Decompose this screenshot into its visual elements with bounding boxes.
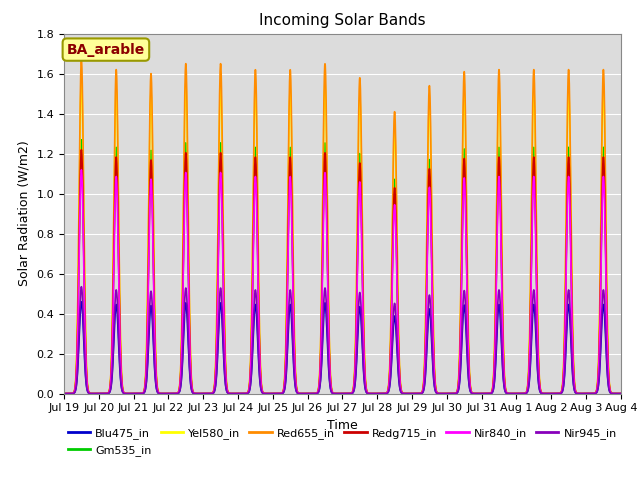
Nir840_in bbox=[60, 391, 68, 396]
Blu475_in bbox=[77, 299, 85, 305]
Line: Nir945_in: Nir945_in bbox=[64, 287, 621, 394]
Nir945_in bbox=[532, 322, 540, 328]
Nir945_in bbox=[463, 341, 471, 347]
Yel580_in bbox=[532, 190, 540, 195]
Yel580_in bbox=[611, 391, 618, 396]
Blu475_in bbox=[611, 391, 618, 396]
Redg715_in bbox=[414, 391, 422, 396]
Blu475_in bbox=[617, 391, 625, 396]
Gm535_in bbox=[463, 273, 471, 279]
Red655_in bbox=[617, 391, 625, 396]
Gm535_in bbox=[60, 391, 68, 396]
Red655_in bbox=[463, 236, 471, 241]
Nir840_in bbox=[499, 323, 506, 328]
Red655_in bbox=[499, 289, 506, 295]
Red655_in bbox=[414, 391, 422, 396]
Redg715_in bbox=[60, 391, 68, 396]
Yel580_in bbox=[77, 77, 85, 83]
Redg715_in bbox=[532, 235, 540, 240]
Yel580_in bbox=[463, 245, 471, 251]
Redg715_in bbox=[617, 391, 625, 396]
Nir840_in bbox=[414, 391, 422, 396]
Yel580_in bbox=[414, 391, 422, 396]
Blu475_in bbox=[60, 391, 68, 396]
Nir945_in bbox=[414, 391, 422, 396]
Red655_in bbox=[60, 391, 68, 396]
Nir840_in bbox=[77, 167, 85, 173]
Text: BA_arable: BA_arable bbox=[67, 43, 145, 57]
Yel580_in bbox=[499, 295, 506, 301]
Red655_in bbox=[611, 391, 618, 396]
Redg715_in bbox=[174, 390, 182, 396]
Gm535_in bbox=[414, 391, 422, 396]
Line: Redg715_in: Redg715_in bbox=[64, 150, 621, 394]
Blu475_in bbox=[532, 332, 540, 337]
Legend: Blu475_in, Gm535_in, Yel580_in, Red655_in, Redg715_in, Nir840_in, Nir945_in: Blu475_in, Gm535_in, Yel580_in, Red655_i… bbox=[63, 424, 621, 460]
Red655_in bbox=[77, 57, 85, 62]
Blu475_in bbox=[414, 391, 422, 396]
Redg715_in bbox=[499, 316, 506, 322]
Blu475_in bbox=[174, 390, 182, 396]
Line: Gm535_in: Gm535_in bbox=[64, 140, 621, 394]
Gm535_in bbox=[532, 228, 540, 234]
Nir945_in bbox=[499, 358, 506, 364]
Gm535_in bbox=[611, 391, 618, 396]
Nir945_in bbox=[60, 391, 68, 396]
Nir840_in bbox=[532, 247, 540, 253]
Red655_in bbox=[532, 177, 540, 182]
Gm535_in bbox=[77, 137, 85, 143]
Yel580_in bbox=[60, 391, 68, 396]
Gm535_in bbox=[617, 391, 625, 396]
Yel580_in bbox=[174, 390, 182, 396]
Gm535_in bbox=[499, 313, 506, 319]
Nir840_in bbox=[617, 391, 625, 396]
Red655_in bbox=[174, 390, 182, 396]
Blu475_in bbox=[463, 348, 471, 354]
Nir840_in bbox=[463, 287, 471, 293]
Yel580_in bbox=[617, 391, 625, 396]
Line: Nir840_in: Nir840_in bbox=[64, 170, 621, 394]
Line: Blu475_in: Blu475_in bbox=[64, 302, 621, 394]
Nir945_in bbox=[174, 390, 182, 396]
Line: Yel580_in: Yel580_in bbox=[64, 80, 621, 394]
Redg715_in bbox=[463, 277, 471, 283]
Nir945_in bbox=[617, 391, 625, 396]
Gm535_in bbox=[174, 390, 182, 396]
Blu475_in bbox=[499, 363, 506, 369]
Nir945_in bbox=[611, 391, 618, 396]
Y-axis label: Solar Radiation (W/m2): Solar Radiation (W/m2) bbox=[18, 141, 31, 287]
X-axis label: Time: Time bbox=[327, 419, 358, 432]
Title: Incoming Solar Bands: Incoming Solar Bands bbox=[259, 13, 426, 28]
Nir840_in bbox=[174, 390, 182, 396]
Redg715_in bbox=[77, 147, 85, 153]
Line: Red655_in: Red655_in bbox=[64, 60, 621, 394]
Nir945_in bbox=[77, 284, 85, 289]
Redg715_in bbox=[611, 391, 618, 396]
Nir840_in bbox=[611, 391, 618, 396]
